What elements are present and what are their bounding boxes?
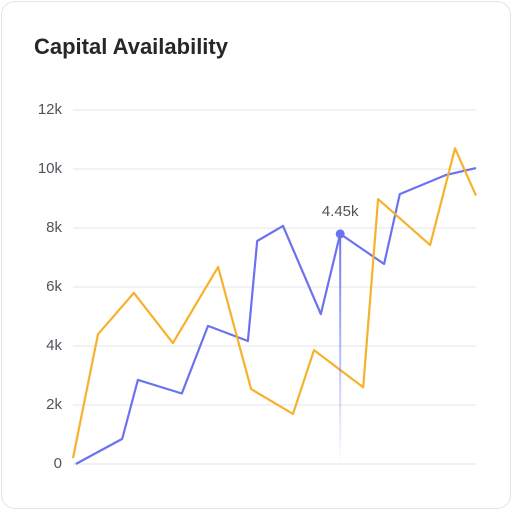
y-tick-label: 4k: [46, 337, 62, 354]
y-tick-label: 12k: [38, 101, 63, 118]
chart-title: Capital Availability: [34, 34, 229, 59]
y-tick-label: 6k: [46, 278, 62, 295]
y-tick-label: 10k: [38, 160, 63, 177]
highlight-point: [335, 229, 345, 239]
y-tick-label: 8k: [46, 219, 62, 236]
series-line: [75, 167, 477, 465]
hover-line: [339, 233, 342, 464]
annotation: 4.45k: [322, 203, 359, 220]
y-tick-label: 0: [54, 455, 62, 472]
series-line: [71, 147, 478, 459]
y-tick-label: 2k: [46, 396, 62, 413]
